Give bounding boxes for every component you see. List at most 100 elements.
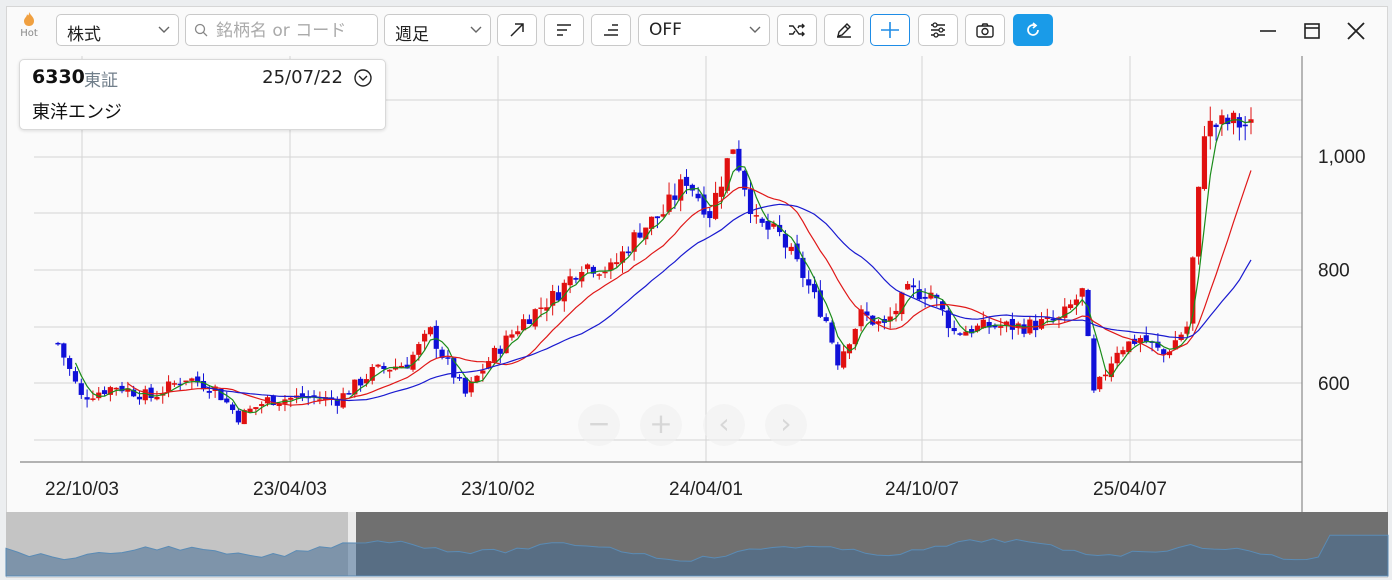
candle-body [625,251,631,254]
candle-body [916,289,922,300]
shuffle-button[interactable] [777,14,817,46]
indicator-select[interactable]: OFF [638,14,770,46]
refresh-button[interactable] [1013,14,1053,46]
candle-body [1033,320,1039,331]
candle-body [171,383,177,385]
close-icon [1347,22,1365,40]
candle-body [980,319,986,329]
x-tick-label: 25/04/07 [1093,479,1167,500]
hot-button[interactable]: Hot [12,12,46,50]
candle-body [1172,340,1178,350]
align-right-icon [604,24,618,36]
chevron-circle-icon[interactable] [353,68,373,88]
sliders-icon [931,22,945,38]
zoom-in-button[interactable]: + [640,404,682,446]
candle-body [742,170,748,190]
crosshair-button[interactable] [870,14,910,46]
candle-body [276,403,282,406]
candle-body [1091,338,1097,391]
candle-body [829,322,835,343]
ma-short-line [74,119,1252,414]
chevron-down-icon [470,26,482,33]
candle-body [358,378,364,386]
candle-body [910,285,917,288]
candle-body [695,193,701,199]
candle-body [875,321,882,324]
candle-body [142,389,148,401]
candle-body [1155,341,1161,348]
candle-body [253,407,259,410]
candle-body [963,331,969,336]
trendline-button[interactable] [497,14,537,46]
candle-body [78,383,84,395]
candle-body [1132,338,1138,344]
search-box[interactable] [185,14,378,46]
x-tick-label: 24/10/07 [885,479,959,500]
candle-body [113,387,119,390]
period-select[interactable]: 週足 [384,14,491,46]
candle-body [689,184,695,191]
candle-body [165,381,172,392]
candle-body [67,358,73,369]
align-right-button[interactable] [591,14,631,46]
candle-body [998,326,1004,328]
candle-body [951,328,957,332]
candle-body [555,292,562,301]
candle-body [1225,117,1231,125]
candle-body [846,344,853,354]
market-select[interactable]: 株式 [56,14,179,46]
candle-body [707,211,713,219]
candle-body [433,325,439,349]
candle-body [794,243,800,260]
candle-body [666,194,672,212]
maximize-button[interactable] [1299,18,1325,44]
candle-body [491,347,498,362]
candle-body [1126,341,1132,353]
zoom-out-button[interactable]: − [578,404,620,446]
navigator-area [5,534,1389,577]
candle-body [288,397,294,400]
align-left-button[interactable] [544,14,584,46]
settings-button[interactable] [918,14,958,46]
candle-body [1201,136,1208,189]
candle-body [835,344,841,366]
candle-body [631,232,637,252]
candle-body [823,317,829,322]
candle-body [922,296,928,299]
draw-button[interactable] [824,14,864,46]
ma-long-line [203,203,1252,402]
ma-mid-line [127,170,1252,406]
candle-body [1196,186,1202,257]
close-button[interactable] [1343,18,1369,44]
search-input[interactable] [214,18,373,44]
candle-body [561,282,567,302]
candle-body [1108,363,1114,378]
scroll-prev-button[interactable]: ‹ [703,404,745,446]
candle-body [334,400,340,406]
candle-body [177,383,183,386]
y-tick-label: 800 [1318,261,1350,282]
scroll-next-button[interactable]: › [765,404,807,446]
candle-body [567,276,573,286]
trendline-icon [510,23,524,37]
candle-body [584,264,591,269]
candle-body [765,220,771,230]
candle-body [410,354,416,370]
candle-body [969,329,975,334]
indicator-select-value: OFF [649,20,682,40]
candle-body [1102,374,1109,377]
screenshot-button[interactable] [965,14,1005,46]
minimize-button[interactable] [1255,18,1281,44]
candle-body [136,396,143,400]
candle-body [747,189,754,215]
candle-body [1044,316,1050,320]
candle-body [678,179,684,201]
candle-body [468,381,474,393]
candle-body [509,334,515,338]
candle-body [235,410,242,423]
candle-body [1236,117,1242,128]
candle-body [602,271,608,274]
candle-body [672,195,678,200]
candle-body [404,364,410,369]
